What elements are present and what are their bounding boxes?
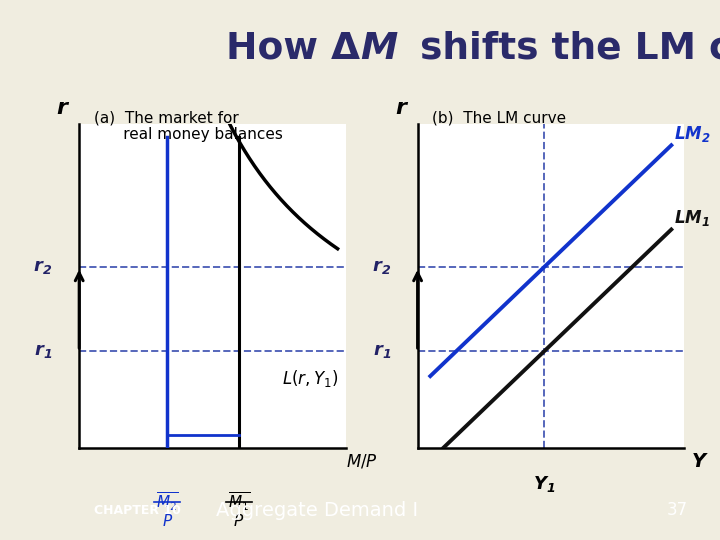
Text: M: M [360,31,397,66]
Text: $\bfit{Y}$: $\bfit{Y}$ [691,451,709,471]
Text: 37: 37 [667,501,688,519]
Text: $\bfit{r}$: $\bfit{r}$ [56,98,71,118]
Text: CHAPTER 10: CHAPTER 10 [94,504,181,517]
Text: $L(r, Y_1)$: $L(r, Y_1)$ [282,368,338,389]
Text: $\bfit{r_1}$: $\bfit{r_1}$ [35,342,53,360]
Text: $\mathit{P}$: $\mathit{P}$ [233,513,245,529]
Text: $\mathit{M/P}$: $\mathit{M/P}$ [346,452,377,470]
Text: $\bfit{r_2}$: $\bfit{r_2}$ [33,258,53,276]
Text: (a)  The market for: (a) The market for [94,111,238,126]
Text: $\bfit{r}$: $\bfit{r}$ [395,98,409,118]
Text: $\bfit{r_1}$: $\bfit{r_1}$ [373,342,391,360]
Text: $\bfit{LM_1}$: $\bfit{LM_1}$ [674,208,710,228]
Text: $\bfit{LM_2}$: $\bfit{LM_2}$ [674,124,711,144]
Text: real money balances: real money balances [94,127,282,142]
Text: $\mathit{\overline{M_1}}$: $\mathit{\overline{M_1}}$ [228,490,251,513]
Text: $\mathit{P}$: $\mathit{P}$ [161,513,173,529]
Text: $\mathit{\overline{M_2}}$: $\mathit{\overline{M_2}}$ [156,490,179,513]
Text: How Δ: How Δ [226,31,360,66]
Text: Aggregate Demand I: Aggregate Demand I [216,501,418,520]
Text: shifts the LM curve: shifts the LM curve [407,31,720,66]
Text: (b)  The LM curve: (b) The LM curve [432,111,566,126]
Text: $\bfit{r_2}$: $\bfit{r_2}$ [372,258,391,276]
Text: $\bfit{Y_1}$: $\bfit{Y_1}$ [534,474,556,494]
